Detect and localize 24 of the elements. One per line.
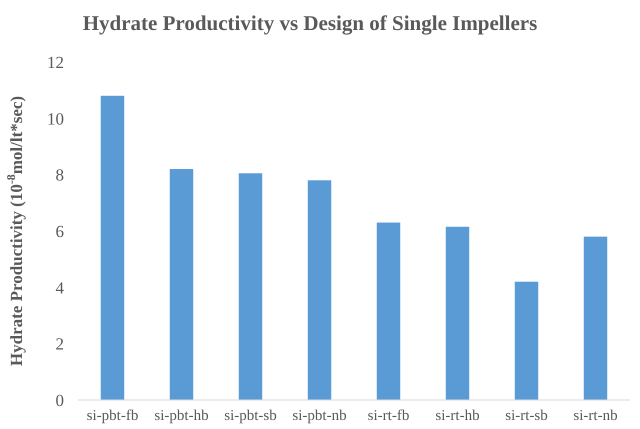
- x-tick-label: si-pbt-sb: [224, 408, 277, 424]
- y-tick-label: 0: [56, 390, 64, 410]
- bar: [376, 222, 400, 400]
- x-tick-label: si-rt-sb: [505, 408, 548, 424]
- chart-title: Hydrate Productivity vs Design of Single Impellers: [82, 11, 538, 35]
- bar: [584, 236, 608, 400]
- x-tick-label: si-rt-fb: [368, 408, 410, 424]
- y-tick-label: 12: [47, 52, 64, 72]
- y-tick-label: 8: [56, 166, 64, 185]
- bar: [308, 180, 332, 400]
- x-tick-label: si-pbt-nb: [292, 408, 347, 424]
- y-tick-label: 4: [56, 278, 64, 298]
- bar: [170, 169, 194, 400]
- bar: [514, 282, 538, 400]
- y-tick-label: 10: [47, 109, 64, 128]
- x-tick-label: si-pbt-hb: [154, 408, 209, 424]
- y-tick-label: 6: [56, 222, 64, 241]
- bar: [238, 173, 262, 400]
- x-tick-label: si-rt-hb: [435, 408, 480, 424]
- bar: [100, 96, 124, 400]
- x-tick-label: si-rt-nb: [573, 408, 618, 424]
- y-tick-label: 2: [56, 334, 64, 354]
- bar: [446, 226, 470, 400]
- x-tick-label: si-pbt-fb: [86, 408, 138, 424]
